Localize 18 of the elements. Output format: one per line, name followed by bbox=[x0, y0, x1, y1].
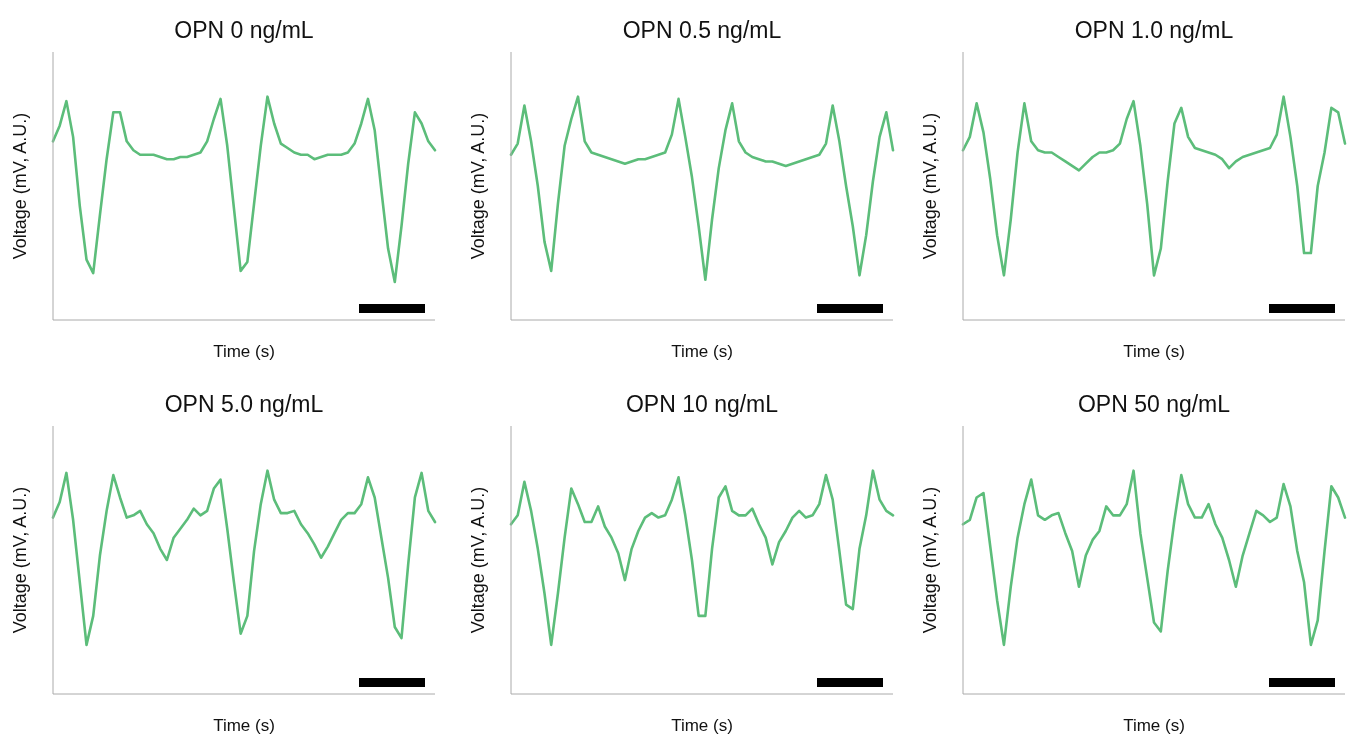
x-axis-title: Time (s) bbox=[212, 715, 276, 737]
chart-title: OPN 5.0 ng/mL bbox=[163, 390, 325, 419]
chart-title: OPN 1.0 ng/mL bbox=[1073, 16, 1235, 45]
x-axis-title: Time (s) bbox=[1122, 341, 1186, 363]
chart-title: OPN 0 ng/mL bbox=[173, 16, 315, 45]
y-axis-title: Voltage (mV, A.U.) bbox=[468, 112, 489, 260]
y-axis-title: Voltage (mV, A.U.) bbox=[10, 486, 31, 634]
y-axis-title: Voltage (mV, A.U.) bbox=[920, 486, 941, 634]
y-axis-title: Voltage (mV, A.U.) bbox=[920, 112, 941, 260]
chart-title: OPN 10 ng/mL bbox=[624, 390, 780, 419]
x-axis-title: Time (s) bbox=[670, 715, 734, 737]
x-axis-title: Time (s) bbox=[1122, 715, 1186, 737]
chart-title: OPN 50 ng/mL bbox=[1076, 390, 1232, 419]
chart-title: OPN 0.5 ng/mL bbox=[621, 16, 783, 45]
y-axis-title: Voltage (mV, A.U.) bbox=[468, 486, 489, 634]
y-axis-title: Voltage (mV, A.U.) bbox=[10, 112, 31, 260]
x-axis-title: Time (s) bbox=[670, 341, 734, 363]
x-axis-title: Time (s) bbox=[212, 341, 276, 363]
